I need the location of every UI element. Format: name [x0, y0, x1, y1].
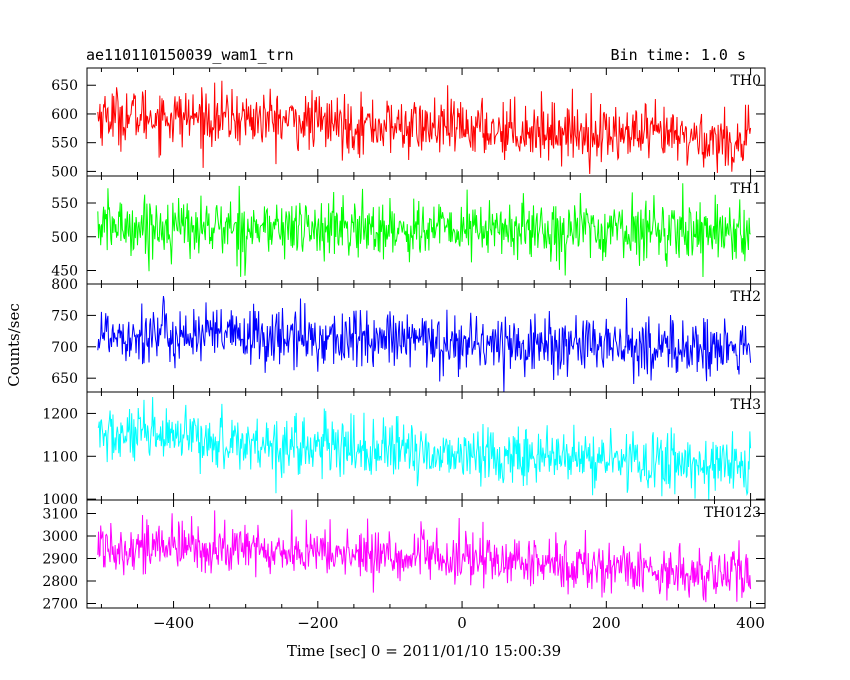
y-tick-label: 500: [51, 164, 78, 180]
panel-label-th0123: TH0123: [704, 505, 761, 521]
y-tick-label: 3100: [42, 507, 78, 523]
x-tick-label: −400: [153, 614, 194, 632]
y-tick-label: 2900: [42, 552, 78, 568]
y-tick-label: 3000: [42, 529, 78, 545]
time-axis: −400 −200 0 200 400: [153, 614, 765, 632]
y-tick-label: 800: [51, 277, 78, 293]
y-tick-label: 650: [51, 371, 78, 387]
y-tick-label: 650: [51, 78, 78, 94]
y-tick-label: 450: [51, 264, 78, 280]
panel-th2: 650 700 750 800 TH2: [51, 277, 766, 393]
y-tick-label: 2700: [42, 597, 78, 613]
series-th2: [97, 296, 752, 393]
x-tick-label: 0: [457, 614, 467, 632]
y-tick-label: 700: [51, 340, 78, 356]
panels: 500 550 600 650 TH0 450 500 550 TH1 650 700 750 800 T…: [42, 67, 766, 613]
panel-th3: 1000 1100 1200 TH3: [42, 391, 766, 508]
series-th0: [97, 80, 752, 175]
series-th0123: [97, 509, 752, 603]
x-tick-label: −200: [297, 614, 338, 632]
series-th3: [97, 397, 752, 501]
y-tick-label: 500: [51, 230, 78, 246]
y-tick-label: 550: [51, 136, 78, 152]
y-tick-label: 600: [51, 107, 78, 123]
panel-frame: [86, 499, 766, 609]
y-axis-label: Counts/sec: [5, 303, 23, 387]
panel-label-th3: TH3: [731, 397, 761, 413]
panel-label-th0: TH0: [731, 73, 761, 89]
series-th1: [97, 183, 751, 277]
y-tick-label: 750: [51, 308, 78, 324]
panel-label-th2: TH2: [731, 289, 761, 305]
y-tick-label: 1100: [42, 449, 78, 465]
y-tick-label: 550: [51, 196, 78, 212]
x-tick-label: 400: [736, 614, 765, 632]
panel-label-th1: TH1: [731, 181, 761, 197]
y-tick-label: 1200: [42, 406, 78, 422]
light-curve-title: ae110110150039_wam1_trn: [86, 46, 294, 64]
x-axis-label: Time [sec] 0 = 2011/01/10 15:00:39: [287, 642, 561, 660]
bin-time-label: Bin time: 1.0 s: [610, 46, 746, 64]
panel-th1: 450 500 550 TH1: [51, 175, 766, 285]
x-tick-label: 200: [592, 614, 621, 632]
y-tick-label: 1000: [42, 492, 78, 508]
y-tick-label: 2800: [42, 574, 78, 590]
panel-th0: 500 550 600 650 TH0: [51, 67, 766, 180]
panel-th0123: 2700 2800 2900 3000 3100 TH0123: [42, 499, 766, 613]
